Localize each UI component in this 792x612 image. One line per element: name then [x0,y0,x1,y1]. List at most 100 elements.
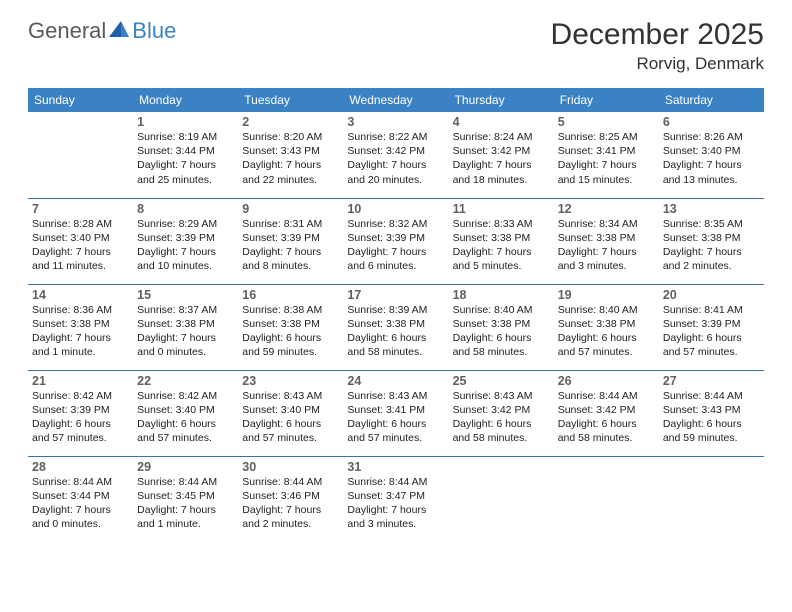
day-header-thursday: Thursday [449,88,554,112]
day-cell: 13Sunrise: 8:35 AMSunset: 3:38 PMDayligh… [659,198,764,284]
daylight-text: Daylight: 7 hours and 15 minutes. [558,158,655,186]
day-cell: 21Sunrise: 8:42 AMSunset: 3:39 PMDayligh… [28,370,133,456]
sun-info: Sunrise: 8:44 AMSunset: 3:42 PMDaylight:… [558,389,655,446]
sunrise-text: Sunrise: 8:40 AM [558,303,655,317]
day-number: 2 [242,115,339,129]
sunset-text: Sunset: 3:38 PM [137,317,234,331]
calendar-table: Sunday Monday Tuesday Wednesday Thursday… [28,88,764,542]
sun-info: Sunrise: 8:32 AMSunset: 3:39 PMDaylight:… [347,217,444,274]
day-cell: 30Sunrise: 8:44 AMSunset: 3:46 PMDayligh… [238,456,343,542]
sunset-text: Sunset: 3:38 PM [453,317,550,331]
month-title: December 2025 [551,18,764,52]
sunrise-text: Sunrise: 8:44 AM [558,389,655,403]
sun-info: Sunrise: 8:28 AMSunset: 3:40 PMDaylight:… [32,217,129,274]
title-block: December 2025 Rorvig, Denmark [551,18,764,74]
sunset-text: Sunset: 3:43 PM [663,403,760,417]
day-cell: 16Sunrise: 8:38 AMSunset: 3:38 PMDayligh… [238,284,343,370]
sun-info: Sunrise: 8:44 AMSunset: 3:46 PMDaylight:… [242,475,339,532]
day-cell: 31Sunrise: 8:44 AMSunset: 3:47 PMDayligh… [343,456,448,542]
daylight-text: Daylight: 7 hours and 3 minutes. [347,503,444,531]
location-label: Rorvig, Denmark [551,54,764,74]
sunrise-text: Sunrise: 8:34 AM [558,217,655,231]
sunrise-text: Sunrise: 8:38 AM [242,303,339,317]
week-row: 14Sunrise: 8:36 AMSunset: 3:38 PMDayligh… [28,284,764,370]
sun-info: Sunrise: 8:29 AMSunset: 3:39 PMDaylight:… [137,217,234,274]
sunset-text: Sunset: 3:43 PM [242,144,339,158]
sun-info: Sunrise: 8:38 AMSunset: 3:38 PMDaylight:… [242,303,339,360]
sun-info: Sunrise: 8:44 AMSunset: 3:44 PMDaylight:… [32,475,129,532]
sun-info: Sunrise: 8:35 AMSunset: 3:38 PMDaylight:… [663,217,760,274]
logo-triangle-icon [108,19,130,44]
sunrise-text: Sunrise: 8:44 AM [663,389,760,403]
day-cell: 1Sunrise: 8:19 AMSunset: 3:44 PMDaylight… [133,112,238,198]
sun-info: Sunrise: 8:31 AMSunset: 3:39 PMDaylight:… [242,217,339,274]
sunset-text: Sunset: 3:40 PM [32,231,129,245]
day-header-tuesday: Tuesday [238,88,343,112]
sun-info: Sunrise: 8:39 AMSunset: 3:38 PMDaylight:… [347,303,444,360]
daylight-text: Daylight: 7 hours and 0 minutes. [137,331,234,359]
sun-info: Sunrise: 8:42 AMSunset: 3:39 PMDaylight:… [32,389,129,446]
day-cell: 17Sunrise: 8:39 AMSunset: 3:38 PMDayligh… [343,284,448,370]
day-number: 29 [137,460,234,474]
sun-info: Sunrise: 8:43 AMSunset: 3:40 PMDaylight:… [242,389,339,446]
day-number: 8 [137,202,234,216]
day-number: 14 [32,288,129,302]
day-cell: 26Sunrise: 8:44 AMSunset: 3:42 PMDayligh… [554,370,659,456]
daylight-text: Daylight: 6 hours and 59 minutes. [663,417,760,445]
day-cell: 20Sunrise: 8:41 AMSunset: 3:39 PMDayligh… [659,284,764,370]
sunset-text: Sunset: 3:42 PM [347,144,444,158]
day-number: 24 [347,374,444,388]
day-cell: 22Sunrise: 8:42 AMSunset: 3:40 PMDayligh… [133,370,238,456]
sunrise-text: Sunrise: 8:24 AM [453,130,550,144]
day-number: 31 [347,460,444,474]
day-number: 6 [663,115,760,129]
sunrise-text: Sunrise: 8:42 AM [137,389,234,403]
sunrise-text: Sunrise: 8:44 AM [32,475,129,489]
day-number: 12 [558,202,655,216]
day-cell: 3Sunrise: 8:22 AMSunset: 3:42 PMDaylight… [343,112,448,198]
sunrise-text: Sunrise: 8:43 AM [453,389,550,403]
daylight-text: Daylight: 7 hours and 20 minutes. [347,158,444,186]
daylight-text: Daylight: 7 hours and 2 minutes. [663,245,760,273]
daylight-text: Daylight: 6 hours and 58 minutes. [453,331,550,359]
sunrise-text: Sunrise: 8:42 AM [32,389,129,403]
daylight-text: Daylight: 7 hours and 1 minute. [32,331,129,359]
sun-info: Sunrise: 8:42 AMSunset: 3:40 PMDaylight:… [137,389,234,446]
sun-info: Sunrise: 8:37 AMSunset: 3:38 PMDaylight:… [137,303,234,360]
sunset-text: Sunset: 3:39 PM [663,317,760,331]
day-cell: 9Sunrise: 8:31 AMSunset: 3:39 PMDaylight… [238,198,343,284]
sunset-text: Sunset: 3:47 PM [347,489,444,503]
day-cell [659,456,764,542]
sunrise-text: Sunrise: 8:22 AM [347,130,444,144]
sun-info: Sunrise: 8:44 AMSunset: 3:43 PMDaylight:… [663,389,760,446]
daylight-text: Daylight: 6 hours and 57 minutes. [663,331,760,359]
daylight-text: Daylight: 6 hours and 58 minutes. [558,417,655,445]
day-header-row: Sunday Monday Tuesday Wednesday Thursday… [28,88,764,112]
sunset-text: Sunset: 3:38 PM [558,317,655,331]
sunrise-text: Sunrise: 8:40 AM [453,303,550,317]
sunset-text: Sunset: 3:42 PM [453,403,550,417]
sun-info: Sunrise: 8:24 AMSunset: 3:42 PMDaylight:… [453,130,550,187]
week-row: 1Sunrise: 8:19 AMSunset: 3:44 PMDaylight… [28,112,764,198]
day-cell [554,456,659,542]
daylight-text: Daylight: 7 hours and 22 minutes. [242,158,339,186]
sunrise-text: Sunrise: 8:32 AM [347,217,444,231]
daylight-text: Daylight: 7 hours and 2 minutes. [242,503,339,531]
sun-info: Sunrise: 8:22 AMSunset: 3:42 PMDaylight:… [347,130,444,187]
day-number: 22 [137,374,234,388]
sun-info: Sunrise: 8:40 AMSunset: 3:38 PMDaylight:… [558,303,655,360]
sunset-text: Sunset: 3:40 PM [137,403,234,417]
day-number: 27 [663,374,760,388]
sunset-text: Sunset: 3:39 PM [347,231,444,245]
daylight-text: Daylight: 7 hours and 1 minute. [137,503,234,531]
week-row: 7Sunrise: 8:28 AMSunset: 3:40 PMDaylight… [28,198,764,284]
sunset-text: Sunset: 3:38 PM [347,317,444,331]
day-cell: 4Sunrise: 8:24 AMSunset: 3:42 PMDaylight… [449,112,554,198]
sunrise-text: Sunrise: 8:37 AM [137,303,234,317]
sun-info: Sunrise: 8:40 AMSunset: 3:38 PMDaylight:… [453,303,550,360]
day-number: 15 [137,288,234,302]
sun-info: Sunrise: 8:44 AMSunset: 3:47 PMDaylight:… [347,475,444,532]
sunset-text: Sunset: 3:38 PM [453,231,550,245]
daylight-text: Daylight: 7 hours and 8 minutes. [242,245,339,273]
sunrise-text: Sunrise: 8:20 AM [242,130,339,144]
